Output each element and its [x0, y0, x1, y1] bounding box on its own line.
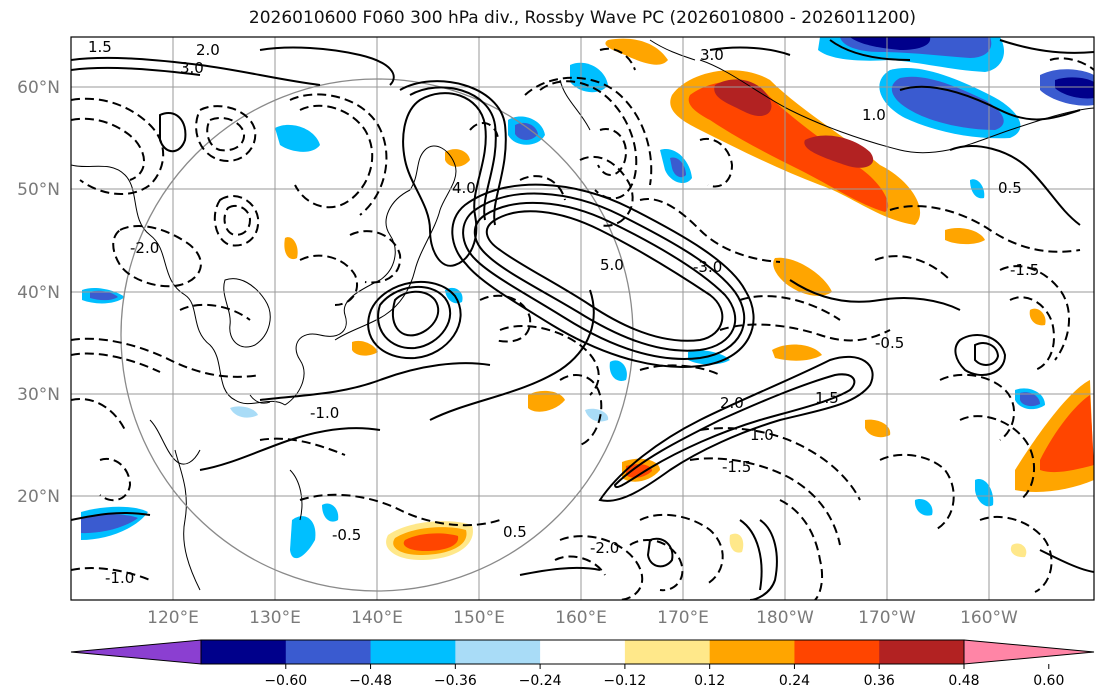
lon-label: 160°W [960, 608, 1018, 628]
contour-label: -1.5 [722, 458, 751, 476]
contour-label: -0.5 [875, 334, 904, 352]
colorbar-tick-label: −0.24 [519, 673, 562, 689]
colorbar-frame [200, 639, 965, 665]
colorbar-segment [879, 640, 965, 664]
colorbar-segment [794, 640, 880, 664]
colorbar-tick-label: −0.60 [264, 673, 307, 689]
contour-label: -2.0 [590, 539, 619, 557]
lon-label: 130°E [249, 608, 301, 628]
negative-shading [81, 37, 1094, 559]
map-field: 3.0 2.0 1.5 1.0 0.5 -0.5 -1.0 -1.5 -2.0 … [71, 37, 1094, 600]
plot-frame [70, 36, 1095, 601]
latitude-labels: 60°N 50°N 40°N 30°N 20°N [17, 78, 60, 507]
map-title: 2026010600 F060 300 hPa div., Rossby Wav… [248, 8, 917, 28]
contour-label: 4.0 [452, 179, 476, 197]
colorbar-segment [709, 640, 795, 664]
contour-label: -1.0 [310, 404, 339, 422]
contour-label: -0.5 [332, 526, 361, 544]
contour-label: 2.0 [196, 41, 220, 59]
contour-label: 3.0 [700, 46, 724, 64]
lon-label: 160°E [555, 608, 607, 628]
contour-label: 1.0 [750, 426, 774, 444]
longitude-labels: 120°E 130°E 140°E 150°E 160°E 170°E 180°… [147, 608, 1018, 628]
contour-label: 0.5 [503, 523, 527, 541]
colorbar-tick-label: 0.48 [948, 673, 979, 689]
colorbar-segment [370, 640, 456, 664]
lat-label-50: 50°N [17, 180, 60, 200]
contour-label: -1.0 [105, 569, 134, 587]
lat-label-30: 30°N [17, 385, 60, 405]
lon-label: 170°W [858, 608, 916, 628]
contour-labels: 3.0 2.0 1.5 1.0 0.5 -0.5 -1.0 -1.5 -2.0 … [88, 38, 1039, 587]
coastlines [71, 39, 1094, 591]
lat-label-60: 60°N [17, 78, 60, 98]
colorbar-segment [624, 640, 711, 664]
contour-label: -2.0 [130, 239, 159, 257]
lon-label: 120°E [147, 608, 199, 628]
contour-label: 2.0 [720, 394, 744, 412]
lat-label-20: 20°N [17, 487, 60, 507]
colorbar-tick-label: 0.12 [694, 673, 725, 689]
contour-label: 3.0 [180, 59, 204, 77]
colorbar-segment [201, 640, 287, 664]
colorbar: −0.60 −0.48 −0.36 −0.24 −0.12 0.12 0.24 0.36 0.4… [70, 639, 1095, 689]
colorbar-tick-label: −0.12 [603, 673, 646, 689]
colorbar-tick-label: 0.36 [864, 673, 895, 689]
lon-label: 180°W [756, 608, 814, 628]
colorbar-segment [285, 640, 372, 664]
positive-shading [284, 38, 1094, 560]
contour-label: -1.5 [1010, 261, 1039, 279]
lon-label: 170°E [657, 608, 709, 628]
lat-label-40: 40°N [17, 283, 60, 303]
contour-label: -3.0 [693, 258, 722, 276]
contour-label: 0.5 [998, 179, 1022, 197]
colorbar-segment [455, 640, 541, 664]
contour-label: 5.0 [600, 256, 624, 274]
lon-label: 140°E [351, 608, 403, 628]
colorbar-tick-label: 0.60 [1033, 673, 1064, 689]
colorbar-segment [540, 640, 626, 664]
colorbar-extend-low [70, 639, 202, 665]
colorbar-tick-label: 0.24 [779, 673, 810, 689]
colorbar-extend-high [963, 639, 1095, 665]
contour-label: 1.0 [862, 106, 886, 124]
colorbar-tick-label: −0.36 [434, 673, 477, 689]
contour-label: 1.5 [88, 38, 112, 56]
reference-circle [120, 78, 634, 592]
lon-label: 150°E [453, 608, 505, 628]
contour-label: 1.5 [815, 389, 839, 407]
colorbar-tick-label: −0.48 [349, 673, 392, 689]
dashed-contours [71, 47, 1094, 600]
